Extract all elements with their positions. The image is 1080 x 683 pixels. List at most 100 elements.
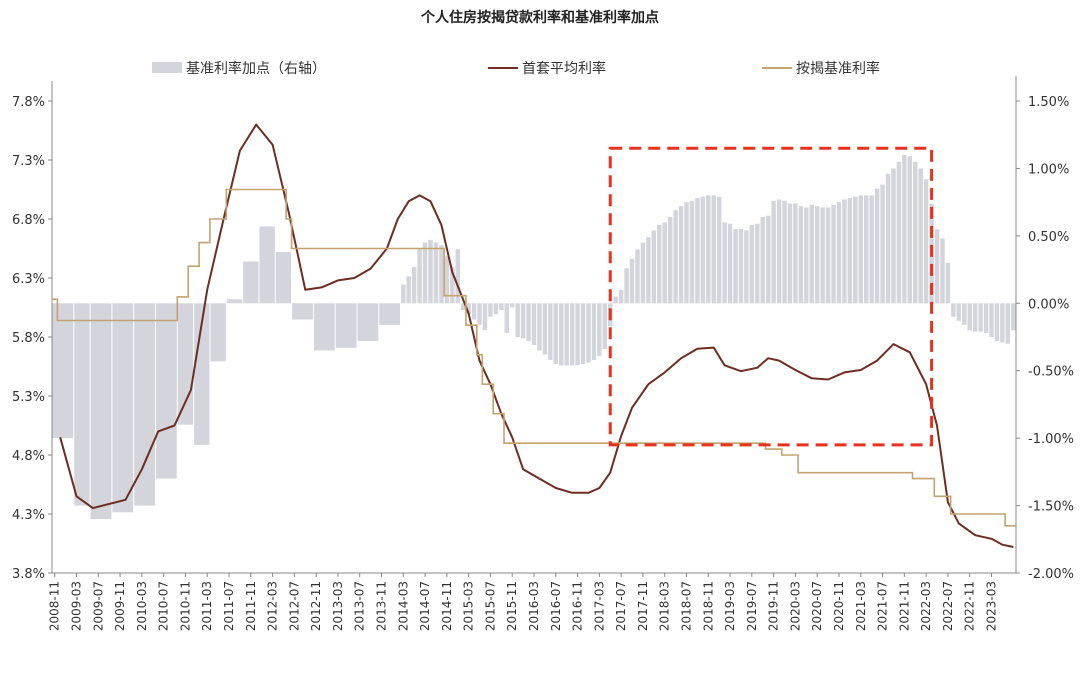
spread-bar [967,303,972,331]
spread-bar [858,195,864,304]
spread-bar [74,303,90,506]
spread-bar [722,222,727,304]
x-tick-label: 2010-11 [178,581,192,631]
spread-bar [787,203,793,304]
spread-bar [509,303,515,308]
spread-bar [488,303,493,317]
x-tick-label: 2013-11 [375,581,389,631]
spread-bar [471,303,477,320]
left-axis-ticks: 3.8% 4.3% 4.8% 5.3% 5.8% 6.3% 6.8% 7.3% 7.8% [12,95,52,582]
left-tick-label: 5.8% [12,331,45,346]
spread-bar [727,223,733,304]
spread-bar [493,303,499,315]
spread-bar [847,198,853,304]
highlight-rect [608,146,934,447]
x-tick-label: 2022-03 [919,581,933,631]
left-tick-label: 3.8% [12,567,45,582]
spread-bar [809,204,814,304]
spread-bar [177,303,194,425]
spread-bar [706,195,711,304]
x-tick-label: 2017-03 [592,581,606,631]
x-tick-label: 2022-07 [941,581,955,631]
chart-title: 个人住房按揭贷款利率和基准利率加点 [420,9,659,26]
spread-bar [559,303,564,366]
spread-bar [880,184,885,304]
x-tick-label: 2020-07 [810,581,824,631]
spread-bar [962,303,967,325]
spread-bar [945,262,951,304]
spread-bar [455,249,460,304]
x-tick-label: 2008-11 [48,581,62,631]
x-tick-label: 2016-11 [571,581,585,631]
spread-bar [956,303,962,321]
x-tick-label: 2016-03 [527,581,541,631]
spread-bar [1000,303,1005,343]
x-tick-label: 2014-03 [396,581,410,631]
spread-bar [934,229,940,304]
spread-bar [155,303,177,479]
right-tick-label: 1.00% [1028,162,1069,177]
spread-bar [896,161,902,304]
spread-bar [243,261,259,304]
spread-bar [515,303,520,337]
spread-bar [907,156,913,304]
spread-bar [1011,303,1016,331]
x-tick-label: 2016-07 [549,581,563,631]
spread-bar [357,303,379,342]
spread-bar [597,303,602,356]
right-tick-label: 1.50% [1028,95,1069,110]
left-tick-label: 4.8% [12,449,45,464]
spread-bar [313,303,335,351]
spread-bar [836,202,842,304]
spread-bar [733,229,738,304]
right-tick-label: 0.50% [1028,230,1069,245]
left-tick-label: 7.8% [12,95,45,110]
spread-bar [134,303,155,506]
spread-bar [760,216,765,304]
spread-bar [885,173,891,304]
x-tick-label: 2017-11 [636,581,650,631]
spread-bar [564,303,569,366]
spread-bar [662,222,667,304]
x-tick-label: 2020-03 [788,581,802,631]
spread-bar [482,303,488,331]
spread-bar [52,303,74,439]
x-tick-label: 2013-03 [331,581,345,631]
spread-bar [678,206,684,304]
spread-bar [259,226,275,304]
x-tick-label: 2010-07 [157,581,171,631]
spread-bar [292,303,313,320]
spread-bar [700,196,706,304]
x-tick-label: 2021-03 [854,581,868,631]
legend-label-spread: 基准利率加点（右轴） [186,60,326,77]
spread-bar [864,195,869,304]
spread-bar [918,168,923,304]
x-tick-label: 2009-11 [113,581,127,631]
spread-bar [684,202,689,304]
spread-bar [618,289,624,304]
x-tick-label: 2012-03 [266,581,280,631]
spread-bar [586,303,591,363]
spread-bar [591,303,597,360]
spread-bar [716,196,722,304]
spread-bar [401,284,406,304]
right-tick-label: -0.50% [1028,365,1074,380]
spread-bar [428,239,433,304]
spread-bar [569,303,575,366]
spread-bar [972,303,978,332]
spread-bar [814,206,820,304]
x-tick-label: 2015-07 [483,581,497,631]
spread-bar [765,215,771,304]
x-tick-label: 2013-07 [353,581,367,631]
spread-bar [460,303,466,311]
spread-bar [520,303,526,339]
spread-bar [504,303,509,333]
spread-bar [580,303,586,364]
highlight-box [608,146,934,447]
legend-label-benchmark: 按揭基准利率 [796,60,880,77]
x-tick-label: 2011-07 [222,581,236,631]
x-tick-label: 2019-07 [745,581,759,631]
x-tick-label: 2019-03 [723,581,737,631]
x-tick-label: 2009-03 [70,581,84,631]
